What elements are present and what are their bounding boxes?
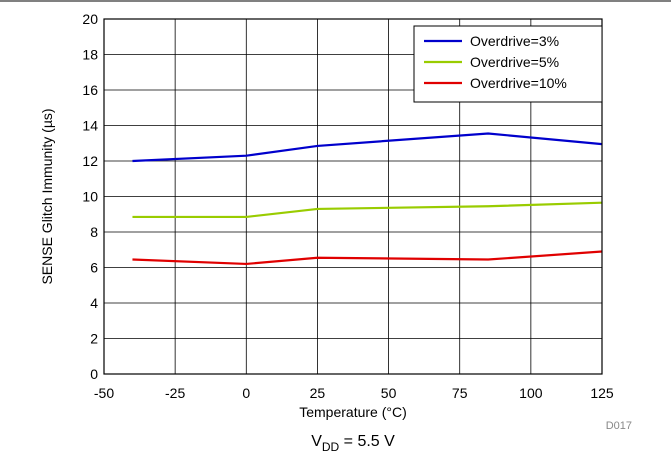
y-tick-label: 6	[90, 260, 98, 276]
caption: VDD = 5.5 V	[311, 433, 395, 454]
y-tick-label: 14	[82, 118, 98, 134]
x-tick-label: 25	[310, 385, 326, 401]
legend: Overdrive=3% Overdrive=5% Overdrive=10%	[413, 25, 603, 103]
y-tick-label: 0	[90, 366, 98, 382]
caption-rest: = 5.5 V	[339, 433, 395, 450]
y-tick-label: 4	[90, 295, 98, 311]
y-tick-labels: 0 2 4 6 8 10 12 14 16 18 20	[82, 11, 98, 382]
series-lines	[132, 132, 603, 266]
x-axis-title: Temperature (°C)	[299, 404, 407, 420]
y-tick-label: 8	[90, 224, 98, 240]
series-line	[132, 132, 603, 163]
caption-subscript: DD	[322, 440, 340, 454]
y-tick-label: 2	[90, 331, 98, 347]
x-tick-label: 75	[452, 385, 468, 401]
legend-label: Overdrive=10%	[470, 75, 567, 91]
x-tick-label: 0	[242, 385, 250, 401]
figure-id: D017	[606, 420, 632, 432]
y-tick-label: 18	[82, 47, 98, 63]
legend-label: Overdrive=3%	[470, 33, 559, 49]
caption-main: V	[311, 433, 322, 450]
x-tick-labels: -50 -25 0 25 50 75 100 125	[94, 385, 614, 401]
x-tick-label: -25	[165, 385, 185, 401]
x-tick-label: 50	[381, 385, 397, 401]
y-tick-label: 10	[82, 189, 98, 205]
y-tick-label: 16	[82, 82, 98, 98]
legend-box	[413, 25, 603, 103]
y-axis-title: SENSE Glitch Immunity (µs)	[39, 108, 55, 284]
legend-label: Overdrive=5%	[470, 54, 559, 70]
x-tick-label: -50	[94, 385, 114, 401]
y-tick-label: 12	[82, 153, 98, 169]
series-line	[132, 201, 603, 219]
y-tick-label: 20	[82, 11, 98, 27]
x-tick-label: 125	[590, 385, 614, 401]
x-tick-label: 100	[519, 385, 543, 401]
series-line	[132, 250, 603, 266]
plot-frame	[103, 18, 603, 375]
grid	[103, 18, 603, 375]
